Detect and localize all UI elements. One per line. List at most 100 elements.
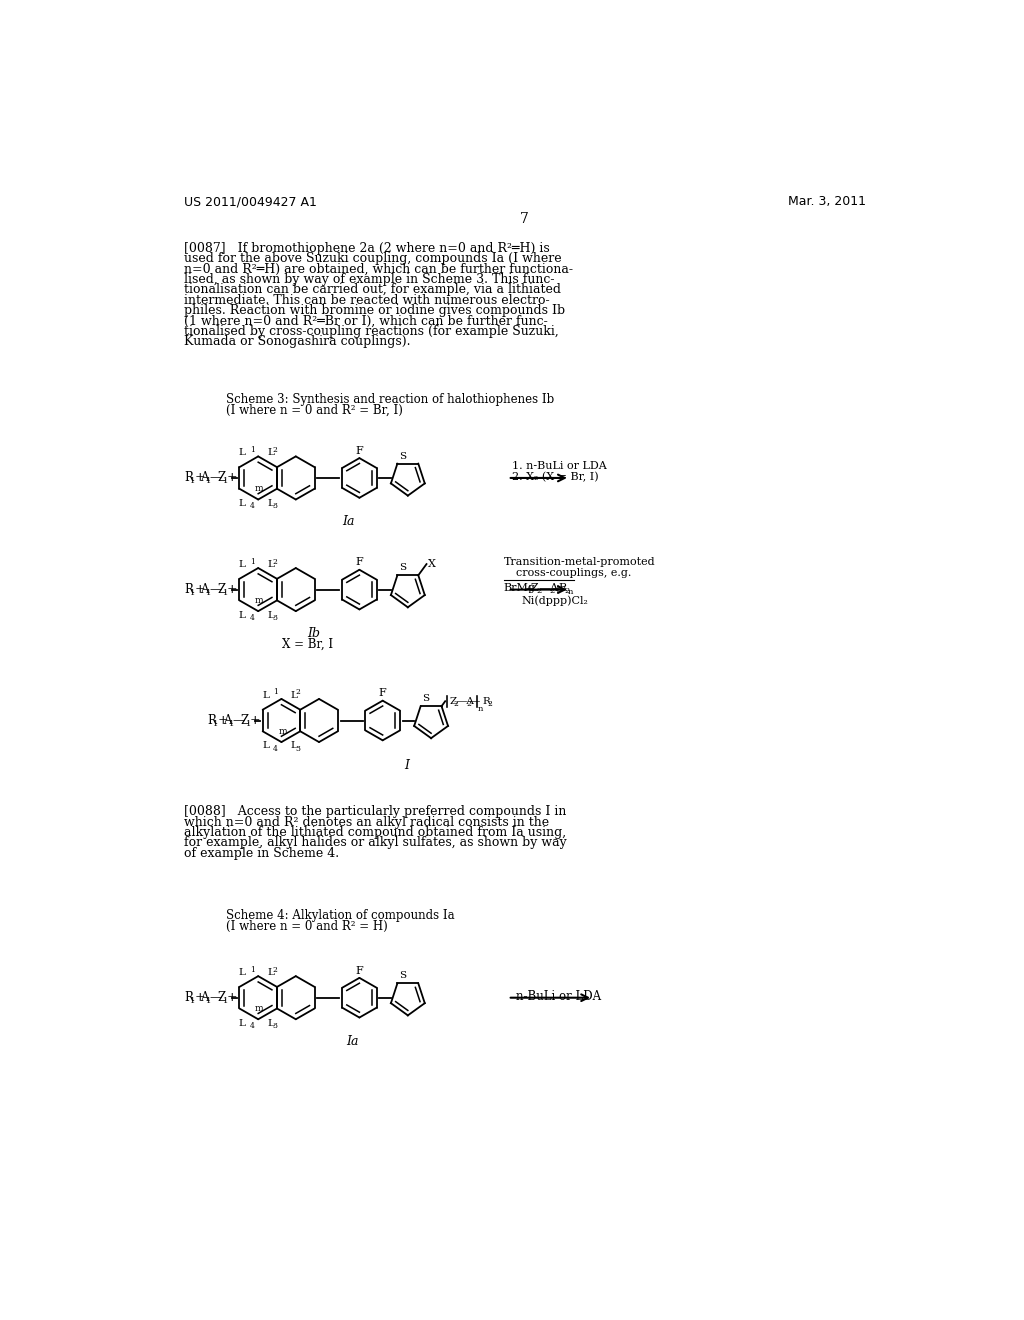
Text: +: + (218, 714, 228, 727)
Text: for example, alkyl halides or alkyl sulfates, as shown by way: for example, alkyl halides or alkyl sulf… (183, 837, 566, 849)
Text: n: n (567, 589, 572, 597)
Text: +: + (226, 991, 237, 1005)
Text: 1: 1 (273, 689, 278, 697)
Text: 2: 2 (272, 557, 278, 565)
Text: R: R (559, 583, 567, 594)
Text: 2: 2 (564, 586, 569, 594)
Text: F: F (379, 688, 386, 698)
Text: 1: 1 (190, 589, 196, 597)
Text: 3: 3 (295, 744, 300, 752)
Text: L: L (267, 1019, 274, 1028)
Text: S: S (399, 972, 407, 981)
Text: +: + (553, 583, 562, 597)
Text: tionalised by cross-coupling reactions (for example Suzuki,: tionalised by cross-coupling reactions (… (183, 325, 558, 338)
Text: [0088]   Access to the particularly preferred compounds I in: [0088] Access to the particularly prefer… (183, 805, 566, 818)
Text: A: A (200, 583, 209, 597)
Text: 1: 1 (250, 446, 255, 454)
Text: 1: 1 (213, 719, 219, 727)
Text: L: L (239, 447, 246, 457)
Text: Scheme 4: Alkylation of compounds Ia: Scheme 4: Alkylation of compounds Ia (226, 909, 455, 923)
Text: (I where n = 0 and R² = Br, I): (I where n = 0 and R² = Br, I) (226, 404, 403, 417)
Text: Mar. 3, 2011: Mar. 3, 2011 (787, 195, 866, 209)
Text: L: L (239, 1019, 246, 1028)
Text: 7: 7 (520, 213, 529, 226)
Text: which n=0 and R² denotes an alkyl radical consists in the: which n=0 and R² denotes an alkyl radica… (183, 816, 549, 829)
Text: Z: Z (217, 583, 225, 597)
Text: 1: 1 (246, 719, 251, 727)
Text: 4: 4 (250, 614, 255, 622)
Text: 1: 1 (190, 997, 196, 1005)
Text: R: R (208, 714, 217, 727)
Text: 1. n-BuLi or LDA: 1. n-BuLi or LDA (512, 461, 606, 471)
Text: Scheme 3: Synthesis and reaction of halothiophenes Ib: Scheme 3: Synthesis and reaction of halo… (226, 393, 555, 407)
Text: +: + (524, 583, 535, 597)
Text: n: n (478, 705, 483, 713)
Text: —A: —A (540, 583, 559, 594)
Text: 4: 4 (273, 744, 278, 752)
Text: 3: 3 (272, 502, 278, 510)
Text: (1 where n=0 and R²═Br or I), which can be further func-: (1 where n=0 and R²═Br or I), which can … (183, 314, 548, 327)
Text: Ni(dppp)Cl₂: Ni(dppp)Cl₂ (521, 595, 589, 606)
Text: L: L (262, 742, 269, 751)
Text: Z: Z (217, 471, 225, 484)
Text: m: m (255, 1003, 263, 1012)
Text: 1: 1 (206, 477, 211, 484)
Text: 3: 3 (272, 614, 278, 622)
Text: L: L (239, 499, 246, 508)
Text: 2: 2 (454, 701, 459, 709)
Text: n=0 and R²═H) are obtained, which can be further functiona-: n=0 and R²═H) are obtained, which can be… (183, 263, 572, 276)
Text: Z: Z (450, 697, 457, 706)
Text: Z: Z (531, 583, 539, 594)
Text: 2: 2 (537, 586, 542, 594)
Text: F: F (355, 557, 364, 568)
Text: L: L (239, 968, 246, 977)
Text: Ia: Ia (346, 1035, 359, 1048)
Text: 2: 2 (272, 966, 278, 974)
Text: I: I (404, 759, 410, 772)
Text: A: A (223, 714, 231, 727)
Text: +: + (226, 471, 237, 484)
Text: —: — (470, 697, 480, 706)
Text: intermediate. This can be reacted with numerous electro-: intermediate. This can be reacted with n… (183, 293, 550, 306)
Text: BrMg: BrMg (504, 583, 536, 594)
Text: A: A (200, 471, 209, 484)
Text: F: F (355, 965, 364, 975)
Text: L: L (291, 742, 298, 751)
Text: (I where n = 0 and R² = H): (I where n = 0 and R² = H) (226, 920, 388, 933)
Text: R: R (482, 697, 490, 706)
Text: A: A (200, 991, 209, 1005)
Text: 2: 2 (550, 586, 555, 594)
Text: L: L (267, 968, 274, 977)
Text: L: L (291, 690, 298, 700)
Text: 1: 1 (222, 997, 228, 1005)
Text: 1: 1 (222, 589, 228, 597)
Text: 2: 2 (487, 701, 493, 709)
Text: m: m (255, 484, 263, 494)
Text: —: — (209, 471, 222, 484)
Text: Ib: Ib (307, 627, 321, 640)
Text: +: + (195, 471, 205, 484)
Text: philes. Reaction with bromine or iodine gives compounds Ib: philes. Reaction with bromine or iodine … (183, 304, 565, 317)
Text: L: L (262, 690, 269, 700)
Text: L: L (267, 611, 274, 619)
Text: Z: Z (217, 991, 225, 1005)
Text: +: + (226, 583, 237, 597)
Text: +: + (195, 991, 205, 1005)
Text: —: — (209, 583, 222, 597)
Text: 1: 1 (250, 966, 255, 974)
Text: cross-couplings, e.g.: cross-couplings, e.g. (515, 568, 631, 578)
Text: S: S (399, 451, 407, 461)
Text: m: m (255, 595, 263, 605)
Text: L: L (267, 560, 274, 569)
Text: S: S (422, 694, 429, 704)
Text: 1: 1 (228, 719, 234, 727)
Text: 2: 2 (295, 689, 300, 697)
Text: L: L (267, 447, 274, 457)
Text: alkylation of the lithiated compound obtained from Ia using,: alkylation of the lithiated compound obt… (183, 826, 566, 840)
Text: —: — (232, 714, 245, 727)
Text: 1: 1 (206, 997, 211, 1005)
Text: +: + (195, 583, 205, 597)
Text: R: R (184, 991, 194, 1005)
Text: Z: Z (241, 714, 249, 727)
Text: n-BuLi or LDA: n-BuLi or LDA (515, 990, 601, 1003)
